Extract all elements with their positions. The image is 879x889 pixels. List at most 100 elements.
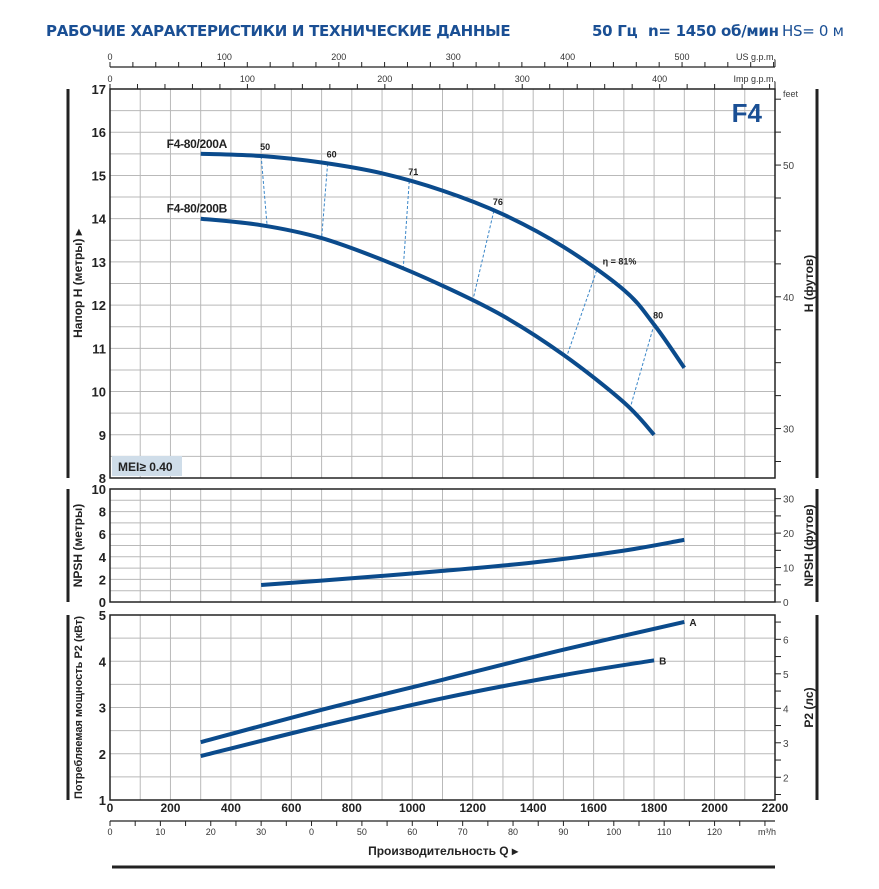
efficiency-line	[402, 181, 410, 269]
y-tick-label: 3	[99, 701, 106, 716]
y-axis-label: Напор H (метры) ▸	[71, 228, 85, 338]
y-tick-label: 2	[99, 747, 106, 762]
m3h-tick-label: 100	[606, 827, 621, 837]
right-tick-label: 3	[783, 739, 789, 750]
speed-label: n= 1450 об/мин	[648, 22, 779, 40]
y-tick-label: 13	[92, 255, 106, 270]
m3h-tick-label: 80	[508, 827, 518, 837]
y-axis-label-right: P2 (лс)	[802, 687, 816, 727]
x-tick-label: 1000	[399, 801, 426, 815]
y-tick-label: 11	[92, 341, 106, 356]
frequency-label: 50 Гц	[592, 22, 638, 40]
y-tick-label: 10	[92, 482, 106, 497]
imp-gpm-unit: Imp g.p.m.	[733, 74, 776, 84]
y-tick-label: 17	[92, 82, 106, 97]
head-curve-a	[200, 151, 686, 369]
y-tick-label: 16	[92, 125, 106, 140]
efficiency-label: 50	[260, 142, 270, 152]
right-tick-label: 20	[783, 529, 795, 540]
y-tick-label: 10	[92, 385, 106, 400]
y-tick-label: 5	[99, 608, 106, 623]
m3h-tick-label: 60	[407, 827, 417, 837]
x-tick-label: 1400	[520, 801, 547, 815]
gpm-tick-label: 300	[515, 74, 530, 84]
y-tick-label: 15	[92, 168, 106, 183]
right-tick-label: 30	[783, 425, 795, 436]
x-tick-label: 600	[281, 801, 301, 815]
gpm-tick-label: 0	[107, 52, 112, 62]
right-tick-label: 40	[783, 293, 795, 304]
mei-badge: MEI≥ 0.40	[118, 460, 173, 474]
gpm-tick-label: 300	[446, 52, 461, 62]
power-curve-label: B	[659, 656, 666, 667]
y-tick-label: 8	[99, 471, 106, 486]
x-tick-label: 2000	[701, 801, 728, 815]
feet-unit-label: feet	[783, 89, 799, 99]
y-tick-label: 0	[99, 595, 106, 610]
right-tick-label: 4	[783, 704, 789, 715]
head-curve-b	[200, 216, 656, 437]
x-tick-label: 1800	[641, 801, 668, 815]
y-axis-label-right: H (футов)	[802, 255, 816, 313]
power-curve-b	[200, 658, 655, 759]
right-tick-label: 50	[783, 161, 795, 172]
right-tick-label: 0	[783, 598, 789, 609]
right-tick-label: 6	[783, 635, 789, 646]
efficiency-label: 71	[408, 167, 418, 177]
power-panel: 1 2 3 4 5 Потребляемая мощность P2 (кВт) P2 (л…	[66, 608, 819, 808]
model-badge: F4	[732, 98, 763, 128]
efficiency-line	[629, 324, 655, 409]
gpm-tick-label: 200	[331, 52, 346, 62]
curve-label: F4-80/200A	[167, 137, 228, 151]
y-tick-label: 1	[99, 793, 106, 808]
y-tick-label: 6	[99, 527, 106, 542]
efficiency-label: 80	[653, 311, 663, 321]
hs-label: HS= 0 м	[782, 22, 844, 40]
gpm-tick-label: 500	[675, 52, 690, 62]
power-curve-label: A	[689, 618, 696, 629]
x-tick-label: 0	[107, 801, 114, 815]
npsh-curve	[260, 537, 685, 587]
gpm-tick-label: 100	[217, 52, 232, 62]
y-tick-label: 14	[92, 212, 107, 227]
efficiency-line	[260, 155, 268, 227]
efficiency-label: 76	[493, 197, 503, 207]
x-axis-label: Производительность Q ▸	[368, 844, 519, 858]
x-tick-label: 1600	[580, 801, 607, 815]
y-axis-label-right: NPSH (футов)	[802, 504, 816, 586]
us-gpm-unit: US g.p.m.	[736, 52, 776, 62]
plot-frame	[109, 614, 776, 801]
x-tick-label: 2200	[762, 801, 789, 815]
gpm-tick-label: 0	[107, 74, 112, 84]
m3h-tick-label: 70	[458, 827, 468, 837]
page-title: РАБОЧИЕ ХАРАКТЕРИСТИКИ И ТЕХНИЧЕСКИЕ ДАН…	[46, 22, 511, 40]
m3h-tick-label: 90	[558, 827, 568, 837]
m3h-tick-label: 120	[707, 827, 722, 837]
right-tick-label: 2	[783, 773, 789, 784]
y-tick-label: 12	[92, 298, 106, 313]
npsh-panel: 0 2 4 6 8 10 NPSH (метры) NPSH (футов)	[66, 482, 819, 610]
y-axis-label: Потребляемая мощность P2 (кВт)	[73, 616, 85, 799]
efficiency-label: η = 81%	[603, 257, 637, 267]
x-tick-label: 800	[342, 801, 362, 815]
x-tick-label: 200	[160, 801, 180, 815]
plot-frame	[109, 488, 776, 603]
m3h-tick-label: 110	[657, 827, 671, 837]
curve-label: F4-80/200B	[167, 202, 228, 216]
m3h-tick-label: 30	[256, 827, 266, 837]
efficiency-line	[472, 210, 495, 301]
right-tick-label: 5	[783, 670, 789, 681]
mei-badge-bg	[112, 456, 182, 476]
m3h-unit: m³/h	[758, 827, 776, 837]
gpm-tick-label: 100	[240, 74, 255, 84]
power-curve-a	[200, 619, 685, 745]
y-tick-label: 4	[99, 654, 107, 669]
y-axis-label: NPSH (метры)	[71, 504, 85, 588]
right-tick-label: 10	[783, 564, 795, 575]
y-tick-label: 8	[99, 505, 106, 520]
efficiency-line	[321, 163, 329, 239]
m3h-tick-label: 0	[309, 827, 314, 837]
m3h-tick-label: 0	[107, 827, 112, 837]
plot-frame	[109, 88, 776, 479]
